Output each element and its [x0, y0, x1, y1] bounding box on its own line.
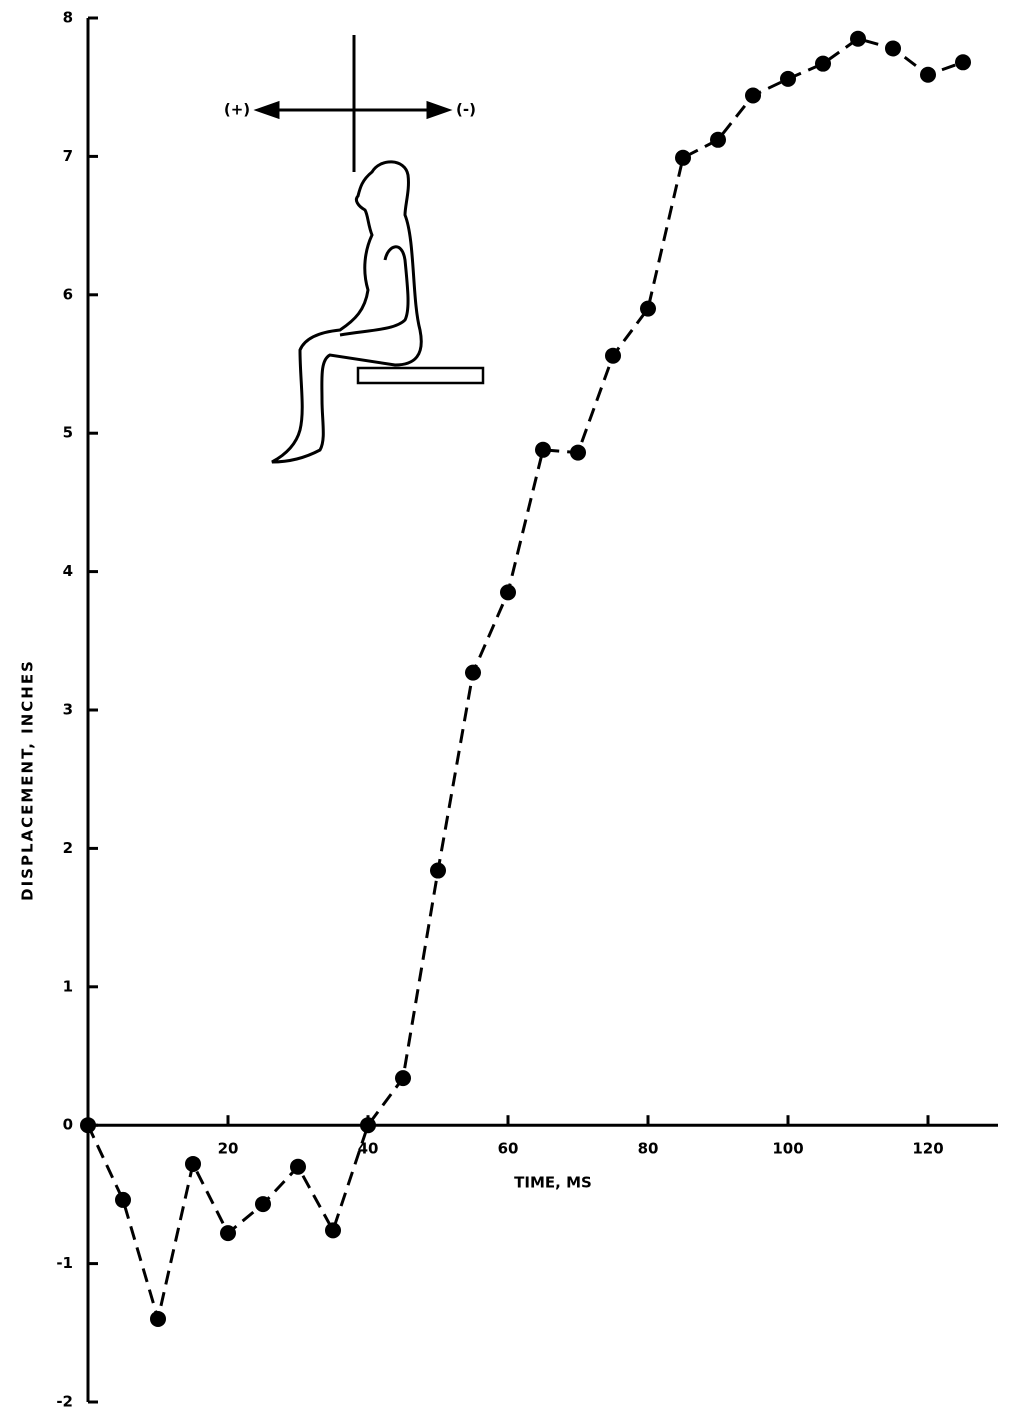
- figure-illustration: [253, 35, 485, 464]
- x-tick-label: 60: [498, 1140, 519, 1158]
- y-tick-label: -2: [56, 1393, 73, 1411]
- x-axis-label: TIME, MS: [514, 1174, 592, 1192]
- data-point: [80, 1117, 96, 1134]
- data-point: [290, 1158, 306, 1175]
- data-point: [710, 131, 726, 148]
- y-tick-label: 2: [63, 839, 73, 857]
- data-point: [500, 584, 516, 601]
- y-tick-label: 4: [63, 562, 73, 580]
- annotation: (-): [456, 101, 476, 119]
- data-point: [780, 70, 796, 87]
- data-point: [570, 444, 586, 461]
- x-tick-label: 20: [218, 1140, 239, 1158]
- x-tick-label: 80: [638, 1140, 659, 1158]
- data-point: [220, 1225, 236, 1242]
- data-point: [850, 30, 866, 47]
- data-point: [430, 862, 446, 879]
- data-point: [150, 1310, 166, 1327]
- y-axis-label: DISPLACEMENT, INCHES: [19, 659, 37, 901]
- data-point: [920, 66, 936, 83]
- y-tick-label: 5: [63, 424, 73, 442]
- annotation: (+): [224, 101, 250, 119]
- data-point: [955, 54, 971, 71]
- data-point: [465, 664, 481, 681]
- y-tick-label: 7: [63, 147, 73, 165]
- data-point: [605, 347, 621, 364]
- data-point: [395, 1070, 411, 1087]
- data-point: [885, 40, 901, 57]
- data-point: [640, 300, 656, 317]
- y-tick-label: 0: [63, 1116, 73, 1134]
- y-tick-label: 3: [63, 701, 73, 719]
- data-point: [325, 1222, 341, 1239]
- x-tick-label: 100: [772, 1140, 803, 1158]
- data-point: [675, 149, 691, 166]
- data-point: [815, 55, 831, 72]
- x-tick-label: 40: [358, 1140, 379, 1158]
- y-tick-label: 8: [63, 9, 73, 27]
- data-point: [255, 1196, 271, 1213]
- x-tick-label: 120: [912, 1140, 943, 1158]
- data-point: [745, 87, 761, 104]
- y-tick-label: 6: [63, 285, 73, 303]
- data-point: [535, 441, 551, 458]
- y-tick-label: 1: [63, 977, 73, 995]
- y-tick-label: -1: [56, 1254, 73, 1272]
- data-point: [115, 1191, 131, 1208]
- data-line: [86, 37, 964, 1325]
- data-point: [360, 1117, 376, 1134]
- data-point: [185, 1155, 201, 1172]
